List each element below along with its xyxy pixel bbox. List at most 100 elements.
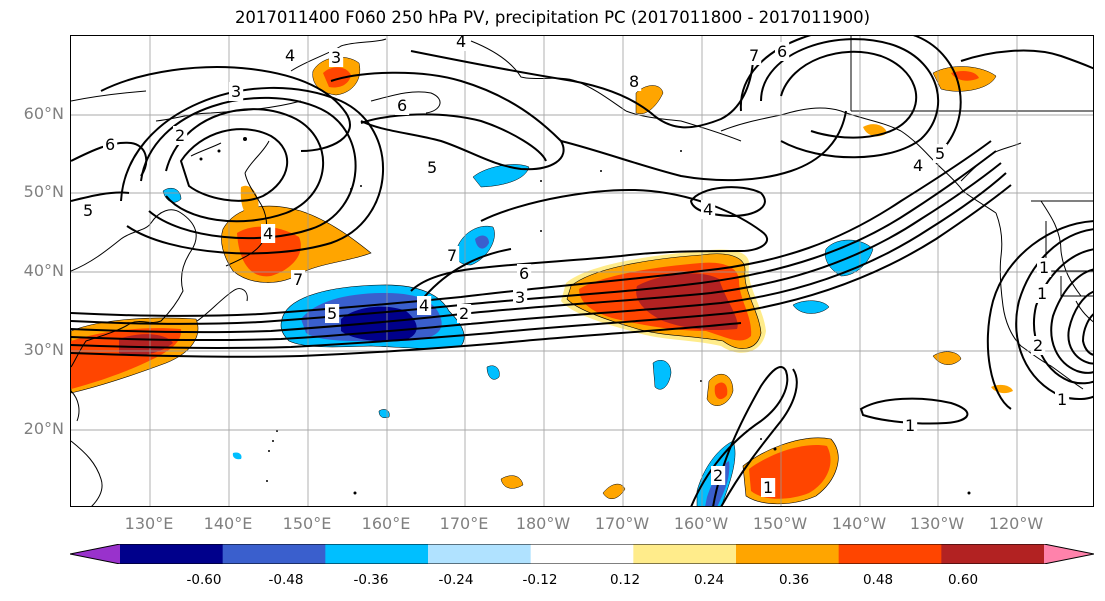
lon-label-160w: 160°W <box>673 514 729 533</box>
contour-label: 2 <box>1033 336 1043 355</box>
contour-label-backing <box>1037 258 1052 277</box>
lon-label-150e: 150°E <box>282 514 332 533</box>
lon-label-170w: 170°W <box>594 514 650 533</box>
contour-label-backing <box>103 135 118 154</box>
map-canvas: 3 2 6 5 4 4 7 8 7 6 4 3 6 5 4 5 4 7 6 3 … <box>71 36 1093 506</box>
contour-label-backing <box>1031 336 1046 355</box>
contour-label-backing <box>81 201 96 220</box>
contour-label: 1 <box>1037 284 1047 303</box>
precip-anomaly-region <box>932 351 962 365</box>
map-title: 2017011400 F060 250 hPa PV, precipitatio… <box>234 8 871 27</box>
gridlines <box>71 36 1093 506</box>
colorbar-segment <box>428 544 532 564</box>
contour-label: 4 <box>419 296 429 315</box>
contour-label: 5 <box>427 158 437 177</box>
contour-label-backing <box>325 304 340 323</box>
precip-anomaly-region <box>378 409 390 418</box>
lat-label-40n: 40°N <box>23 261 64 280</box>
colorbar-segment <box>633 544 737 564</box>
precip-anomaly-region <box>500 475 524 489</box>
contour-label-backing <box>711 466 726 485</box>
contour-label: 6 <box>105 135 115 154</box>
contour-label: 4 <box>263 224 273 243</box>
contour-label-backing <box>911 156 926 175</box>
contour-labels: 3 2 6 5 4 4 7 8 7 6 4 3 6 5 4 5 4 7 6 3 … <box>81 36 1070 497</box>
contour-label-backing <box>1055 390 1070 409</box>
lat-label-20n: 20°N <box>23 419 64 438</box>
contour-label-backing <box>1035 284 1050 303</box>
contour-label-backing <box>425 158 440 177</box>
colorbar-segment <box>530 544 634 564</box>
contour-label: 1 <box>763 478 773 497</box>
colorbar-tick-label: 0.24 <box>693 572 725 588</box>
lat-label-30n: 30°N <box>23 340 64 359</box>
colorbar-tick-label: -0.60 <box>186 572 222 588</box>
colorbar-extend-max <box>1044 544 1094 564</box>
colorbar-svg <box>69 543 1095 565</box>
precip-anomaly-region <box>714 382 728 400</box>
contour-label-backing <box>775 42 790 61</box>
lon-label-170e: 170°E <box>439 514 489 533</box>
contour-label: 4 <box>456 36 466 51</box>
contour-label: 4 <box>285 46 295 65</box>
map-panel: 3 2 6 5 4 4 7 8 7 6 4 3 6 5 4 5 4 7 6 3 … <box>70 35 1094 507</box>
precip-anomaly-region <box>792 300 830 314</box>
contour-label: 8 <box>629 72 639 91</box>
colorbar-segment <box>941 544 1045 564</box>
contour-label-backing <box>417 296 432 315</box>
contour-label-backing <box>627 72 642 91</box>
contour-label-backing <box>701 200 716 219</box>
contour-label: 2 <box>713 466 723 485</box>
contour-label-backing <box>903 416 918 435</box>
colorbar-segment <box>325 544 429 564</box>
contour-label: 1 <box>905 416 915 435</box>
contour-label: 5 <box>327 304 337 323</box>
contour-label: 1 <box>1039 258 1049 277</box>
colorbar-tick-label: 0.36 <box>778 572 810 588</box>
contour-label: 3 <box>515 288 525 307</box>
contour-label-backing <box>517 264 532 283</box>
colorbar-tick-label: -0.48 <box>268 572 304 588</box>
colorbar-segment <box>736 544 840 564</box>
coastlines <box>71 36 1093 506</box>
contour-label: 6 <box>519 264 529 283</box>
contour-label: 2 <box>459 304 469 323</box>
contour-label: 4 <box>703 200 713 219</box>
precip-anomaly-region <box>602 483 626 500</box>
lon-label-150w: 150°W <box>752 514 808 533</box>
contour-label: 3 <box>331 48 341 67</box>
lon-label-160e: 160°E <box>361 514 411 533</box>
island-dots <box>199 137 971 495</box>
contour-label-backing <box>329 48 344 67</box>
contour-label: 6 <box>397 96 407 115</box>
contour-label: 5 <box>83 201 93 220</box>
contour-label-backing <box>283 46 298 65</box>
contour-label: 2 <box>175 126 185 145</box>
lon-label-130w: 130°W <box>909 514 965 533</box>
contour-label-backing <box>454 36 469 51</box>
precip-anomaly-region <box>475 235 489 249</box>
contour-label: 4 <box>913 156 923 175</box>
contour-label: 5 <box>935 144 945 163</box>
contour-label-backing <box>457 304 472 323</box>
colorbar-segment <box>120 544 224 564</box>
contour-label-backing <box>229 82 244 101</box>
lat-label-60n: 60°N <box>23 104 64 123</box>
colorbar-segment <box>222 544 326 564</box>
contour-label-backing <box>395 96 410 115</box>
colorbar-extend-min <box>70 544 120 564</box>
colorbar <box>69 543 1095 568</box>
contour-label-backing <box>445 246 460 265</box>
contour-label: 7 <box>447 246 457 265</box>
contour-label: 7 <box>293 270 303 289</box>
contour-label-backing <box>513 288 528 307</box>
lon-label-180w: 180°W <box>515 514 571 533</box>
colorbar-tick-label: -0.36 <box>353 572 389 588</box>
contour-label-backing <box>933 144 948 163</box>
precip-anomaly-region <box>951 70 979 81</box>
precip-anomaly-region <box>486 365 500 380</box>
contour-label-backing <box>173 126 188 145</box>
colorbar-tick-label: 0.48 <box>862 572 894 588</box>
precip-anomaly-region <box>323 67 351 88</box>
pv-contours <box>71 36 1093 506</box>
